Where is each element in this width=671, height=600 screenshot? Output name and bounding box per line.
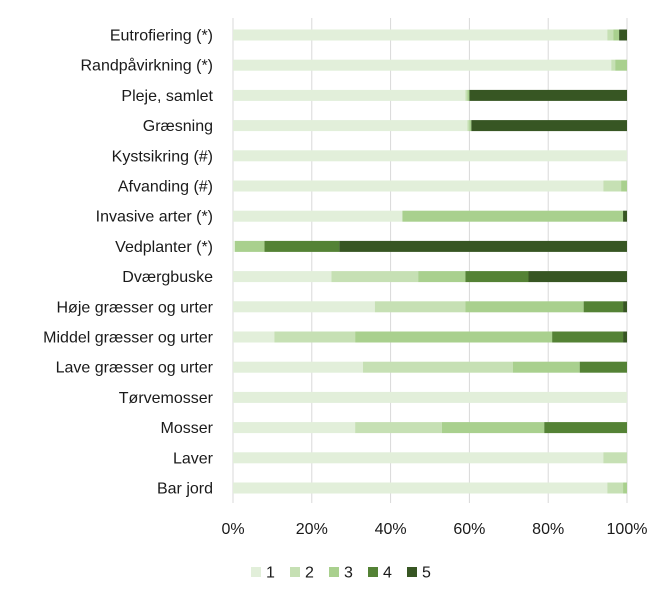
legend-swatch xyxy=(290,567,300,577)
category-label: Kystsikring (#) xyxy=(112,148,213,165)
bar-segment xyxy=(234,240,265,252)
category-label: Laver xyxy=(173,450,214,467)
bar-segment xyxy=(339,240,627,252)
category-label: Dværgbuske xyxy=(122,269,213,286)
category-label: Høje græsser og urter xyxy=(57,299,214,316)
bar-segment xyxy=(613,29,620,41)
bar-segment xyxy=(233,29,608,41)
bar-segment xyxy=(441,422,545,434)
bar-segment xyxy=(233,240,235,252)
bar-segment xyxy=(363,361,513,373)
bar-segment xyxy=(623,482,627,494)
category-label: Invasive arter (*) xyxy=(96,209,213,226)
category-label: Vedplanter (*) xyxy=(115,239,213,256)
bar-segment xyxy=(603,452,627,464)
category-label: Tørvemosser xyxy=(119,390,214,407)
category-label: Pleje, samlet xyxy=(121,88,213,105)
bar-segment xyxy=(544,422,627,434)
bar-segment xyxy=(402,210,624,222)
category-labels: Eutrofiering (*) Randpåvirkning (*) Pleje,… xyxy=(43,28,214,498)
bar-segment xyxy=(467,120,470,132)
legend-swatch xyxy=(368,567,378,577)
bar-segment xyxy=(233,452,604,464)
bar-segment xyxy=(583,301,624,313)
bar-segment xyxy=(623,331,627,343)
bar-segment xyxy=(233,210,403,222)
bar-segment xyxy=(233,361,364,373)
legend: 1 2 3 4 5 xyxy=(251,565,431,582)
x-tick-label: 80% xyxy=(532,521,564,538)
bar-segment xyxy=(465,271,529,283)
bar-segment xyxy=(233,422,356,434)
bar-segment xyxy=(615,59,627,71)
legend-swatch xyxy=(251,567,261,577)
category-label: Lave græsser og urter xyxy=(56,360,214,377)
category-label: Bar jord xyxy=(157,481,213,498)
bar-segment xyxy=(355,422,442,434)
bar-segment xyxy=(418,271,466,283)
x-tick-label: 20% xyxy=(296,521,328,538)
bar-segment xyxy=(619,29,627,41)
bar-segment xyxy=(233,301,375,313)
legend-swatch xyxy=(329,567,339,577)
x-tick-labels: 0% 20% 40% 60% 80% 100% xyxy=(221,521,647,538)
category-label: Mosser xyxy=(161,420,214,437)
category-label: Græsning xyxy=(143,118,213,135)
bar-segment xyxy=(233,482,608,494)
bar-segment xyxy=(512,361,580,373)
legend-label: 3 xyxy=(344,565,353,582)
legend-swatch xyxy=(407,567,417,577)
bar-segment xyxy=(623,301,627,313)
bar-segment xyxy=(233,331,275,343)
bar-segment xyxy=(233,59,612,71)
bar-segment xyxy=(469,89,627,101)
bar-segment xyxy=(621,180,627,192)
legend-label: 2 xyxy=(305,565,314,582)
bar-segment xyxy=(623,210,627,222)
bar-segment xyxy=(579,361,627,373)
bar-segment xyxy=(233,180,604,192)
category-label: Afvanding (#) xyxy=(118,179,213,196)
bar-segment xyxy=(603,180,622,192)
bar-segment xyxy=(233,391,627,403)
bar-segment xyxy=(467,89,470,101)
bar-segment xyxy=(465,301,584,313)
legend-label: 1 xyxy=(266,565,275,582)
bars xyxy=(233,29,627,494)
category-label: Eutrofiering (*) xyxy=(110,28,213,45)
bar-segment xyxy=(233,271,332,283)
bar-segment xyxy=(233,120,468,132)
x-tick-label: 100% xyxy=(607,521,648,538)
bar-segment xyxy=(471,120,627,132)
legend-label: 5 xyxy=(422,565,431,582)
bar-segment xyxy=(611,59,616,71)
category-label: Randpåvirkning (*) xyxy=(80,57,213,75)
bar-segment xyxy=(233,89,466,101)
bar-segment xyxy=(465,89,468,101)
bar-segment xyxy=(469,120,472,132)
x-tick-label: 0% xyxy=(221,521,244,538)
bar-segment xyxy=(528,271,627,283)
bar-segment xyxy=(374,301,466,313)
legend-label: 4 xyxy=(383,565,392,582)
bar-segment xyxy=(355,331,553,343)
bar-segment xyxy=(552,331,624,343)
x-tick-label: 40% xyxy=(375,521,407,538)
bar-segment xyxy=(233,150,627,162)
bar-segment xyxy=(274,331,356,343)
x-tick-label: 60% xyxy=(453,521,485,538)
category-label: Middel græsser og urter xyxy=(43,330,214,347)
bar-segment xyxy=(264,240,340,252)
bar-segment xyxy=(331,271,419,283)
bar-segment xyxy=(607,29,614,41)
bar-segment xyxy=(607,482,624,494)
